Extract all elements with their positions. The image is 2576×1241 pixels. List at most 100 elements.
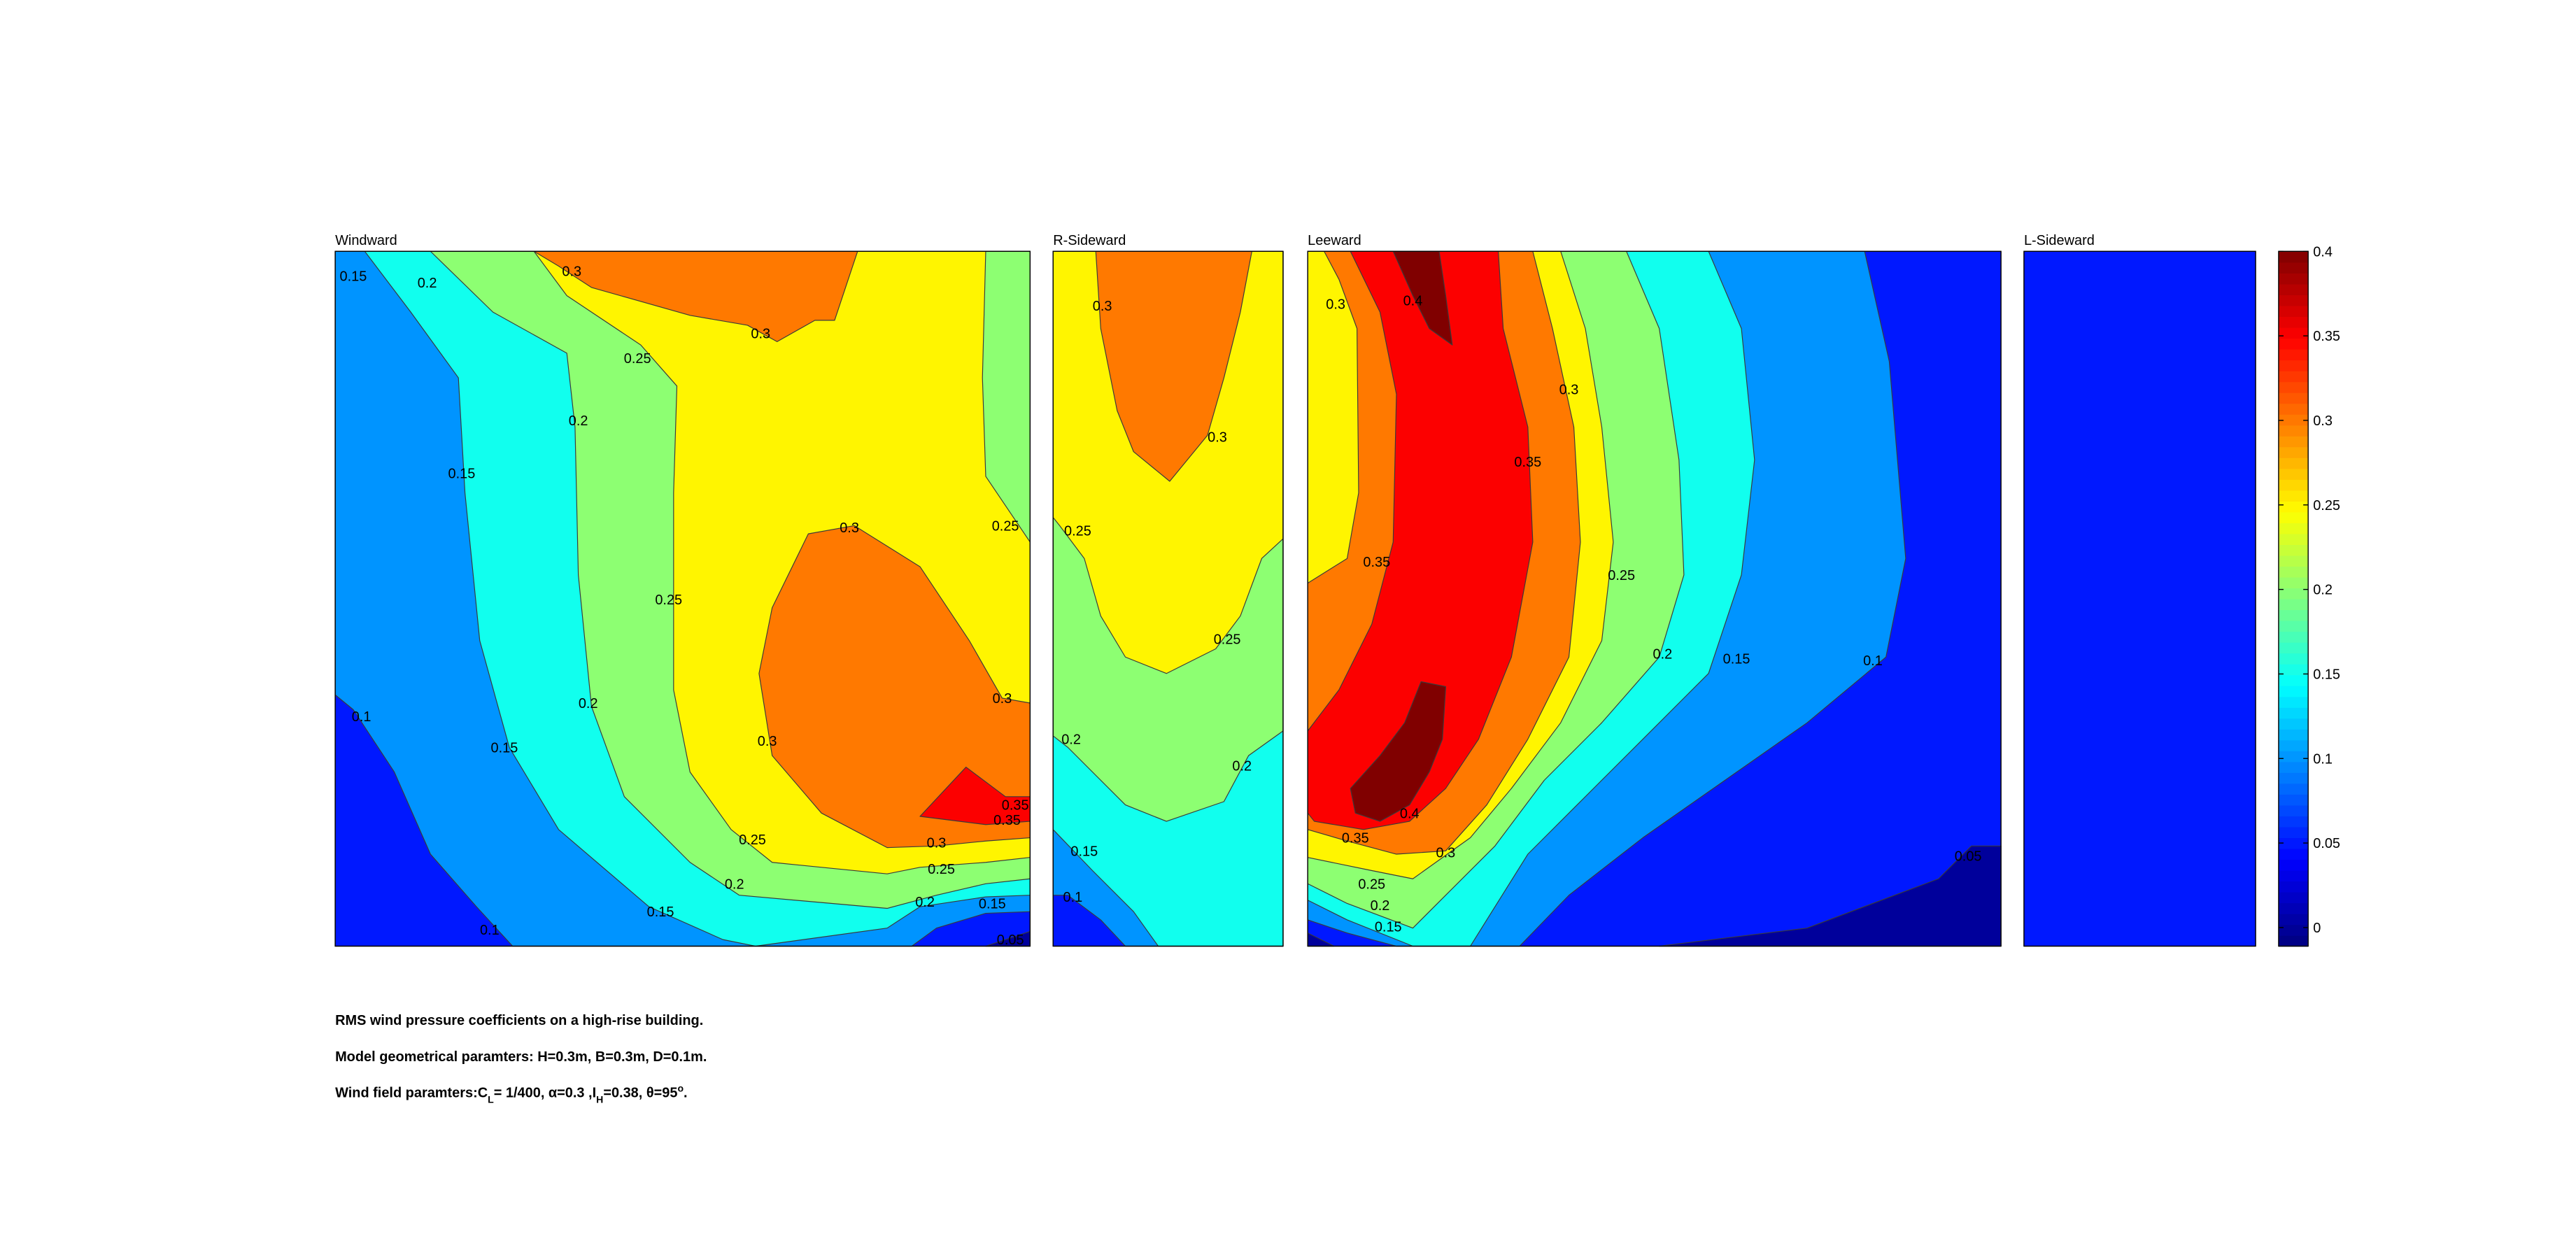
colorbar-cell (2278, 392, 2309, 404)
colorbar-cell (2278, 436, 2309, 448)
panel: Windward 0.15 0.2 0.3 0.25 0.3 0.2 0.15 0.3 0.25 0… (334, 233, 1031, 948)
contour-label: 0.1 (1063, 890, 1083, 905)
colorbar-cell (2278, 870, 2309, 882)
colorbar-cell (2278, 501, 2309, 513)
contour-label: 0.2 (1061, 732, 1081, 748)
contour-label: 0.2 (418, 276, 437, 291)
colorbar-cell (2278, 826, 2309, 839)
contour-label: 0.2 (725, 877, 744, 892)
contour-label: 0.2 (1653, 647, 1673, 662)
contour-label: 0.1 (480, 923, 500, 938)
contour-label: 0.15 (340, 269, 367, 285)
colorbar-cell (2278, 772, 2309, 784)
contour-label: 0.3 (840, 520, 859, 536)
contour-region (533, 250, 858, 342)
colorbar-cell (2278, 761, 2309, 773)
colorbar-cell (2278, 696, 2309, 708)
contour-label: 0.05 (997, 932, 1024, 948)
colorbar-cell (2278, 479, 2309, 491)
colorbar-cell (2278, 729, 2309, 741)
colorbar-cell (2278, 653, 2309, 665)
colorbar-cell (2278, 881, 2309, 893)
colorbar-cell (2278, 707, 2309, 719)
contour-label: 0.25 (1358, 877, 1385, 892)
contour-label: 0.3 (1436, 846, 1456, 861)
contour-label: 0.15 (979, 897, 1006, 912)
contour-region (1307, 250, 1534, 830)
caption-part: Wind field paramters:C (335, 1086, 488, 1101)
contour-label: 0.25 (1064, 523, 1091, 539)
contour-label: 0.15 (1070, 844, 1098, 859)
contour-label: 0.25 (624, 351, 651, 367)
colorbar-cell (2278, 718, 2309, 730)
caption-part: H (596, 1094, 603, 1105)
colorbar-tick-label: 0.1 (2313, 751, 2333, 767)
colorbar-cell (2278, 783, 2309, 795)
colorbar-tick-label: 0.3 (2313, 413, 2333, 429)
panel-title: Leeward (1308, 233, 1361, 248)
contour-label: 0.35 (1002, 798, 1029, 814)
panel-title: L-Sideward (2024, 233, 2095, 248)
colorbar-tick-label: 0.25 (2313, 498, 2340, 513)
contour-label: 0.2 (579, 696, 598, 711)
contour-label: 0.35 (1514, 455, 1541, 470)
contour-label: 0.2 (915, 895, 935, 910)
contour-label: 0.1 (352, 709, 371, 725)
colorbar-cell (2278, 468, 2309, 480)
colorbar-cell (2278, 804, 2309, 816)
colorbar-cell (2278, 620, 2309, 632)
colorbar-cell (2278, 859, 2309, 871)
contour-label: 0.15 (448, 466, 475, 481)
caption-part: o (677, 1083, 684, 1094)
colorbar-cell (2278, 316, 2309, 328)
colorbar-tick-label: 0 (2313, 921, 2321, 936)
contour-label: 0.3 (751, 327, 770, 342)
contour-label: 0.25 (1608, 568, 1635, 583)
panel: Leeward 0.3 0.4 0.3 0.35 0.35 0.25 0.2 0.15 0.1 0.… (1307, 233, 2002, 947)
caption: Model geometrical paramters: H=0.3m, B=0… (335, 1049, 707, 1065)
caption-part: =0.38, θ=95 (603, 1086, 677, 1101)
caption-part: = 1/400, α=0.3 ,I (494, 1086, 596, 1101)
colorbar-cell (2278, 533, 2309, 545)
contour-label: 0.05 (1955, 849, 1982, 864)
contour-label: 0.4 (1403, 294, 1423, 309)
colorbar-cell (2278, 425, 2309, 437)
colorbar-cell (2278, 935, 2309, 947)
colorbar-cell (2278, 674, 2309, 686)
contour-label: 0.3 (562, 264, 581, 279)
colorbar-cell (2278, 370, 2309, 383)
colorbar-cell (2278, 523, 2309, 534)
panel-frame (334, 250, 1031, 947)
contour-label: 0.3 (993, 691, 1012, 707)
contour-label: 0.35 (1342, 831, 1369, 846)
colorbar-cell (2278, 641, 2309, 654)
colorbar-cell (2278, 511, 2309, 523)
colorbar-cell (2278, 251, 2309, 263)
colorbar: 0 0.05 0.1 0.15 0.2 0.25 0.3 0.35 0.4 (2278, 244, 2340, 947)
colorbar-cell (2278, 794, 2309, 806)
colorbar-cell (2278, 751, 2309, 763)
contour-label: 0.25 (992, 518, 1019, 534)
contour-label: 0.2 (1232, 758, 1252, 774)
colorbar-cell (2278, 295, 2309, 306)
colorbar-cell (2278, 490, 2309, 502)
colorbar-cell (2278, 348, 2309, 361)
contour-region (1350, 681, 1447, 822)
contour-label: 0.35 (993, 813, 1021, 828)
caption-part: . (684, 1086, 688, 1101)
contour-label: 0.35 (1363, 555, 1390, 570)
colorbar-tick-label: 0.4 (2313, 244, 2333, 260)
contour-label: 0.15 (491, 740, 518, 756)
colorbar-cell (2278, 816, 2309, 828)
colorbar-cell (2278, 381, 2309, 393)
caption-part: L (488, 1094, 494, 1105)
colorbar-cell (2278, 686, 2309, 697)
panel-title: R-Sideward (1053, 233, 1126, 248)
caption: Wind field paramters:CL= 1/400, α=0.3 ,I… (335, 1083, 688, 1105)
colorbar-cell (2278, 327, 2309, 339)
contour-label: 0.15 (1375, 919, 1402, 935)
colorbar-tick-label: 0.35 (2313, 329, 2340, 344)
colorbar-cell (2278, 338, 2309, 350)
